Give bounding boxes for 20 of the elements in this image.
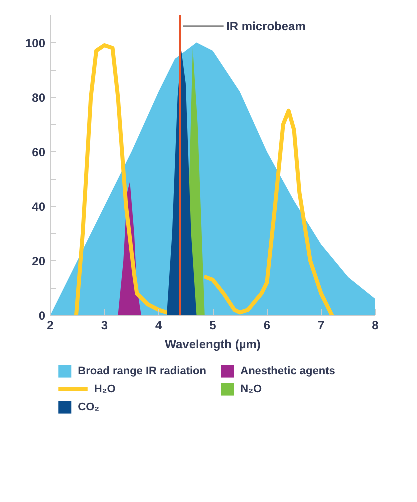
y-tick-label: 40 — [32, 200, 46, 214]
legend-label: H₂O — [94, 384, 116, 396]
x-tick-label: 8 — [372, 318, 380, 332]
x-axis-title: Wavelength (µm) — [165, 338, 261, 352]
x-tick-label: 5 — [210, 318, 217, 332]
y-tick-label: 80 — [32, 90, 46, 105]
y-tick-label: 0 — [38, 309, 46, 323]
x-tick-label: 3 — [101, 318, 108, 332]
x-tick-label: 6 — [264, 318, 271, 332]
ref-line-label: IR microbeam — [226, 19, 306, 34]
legend-label: N₂O — [240, 384, 262, 396]
x-tick-label: 7 — [318, 318, 325, 332]
legend-label: CO₂ — [78, 402, 100, 414]
y-tick-label: 100 — [25, 36, 46, 50]
legend-label: Anesthetic agents — [240, 366, 336, 378]
y-tick-label: 20 — [32, 254, 46, 268]
y-tick-label: 60 — [32, 145, 46, 160]
x-tick-label: 4 — [155, 318, 162, 332]
x-tick-label: 2 — [47, 318, 54, 332]
legend-label: Broad range IR radiation — [78, 366, 207, 378]
